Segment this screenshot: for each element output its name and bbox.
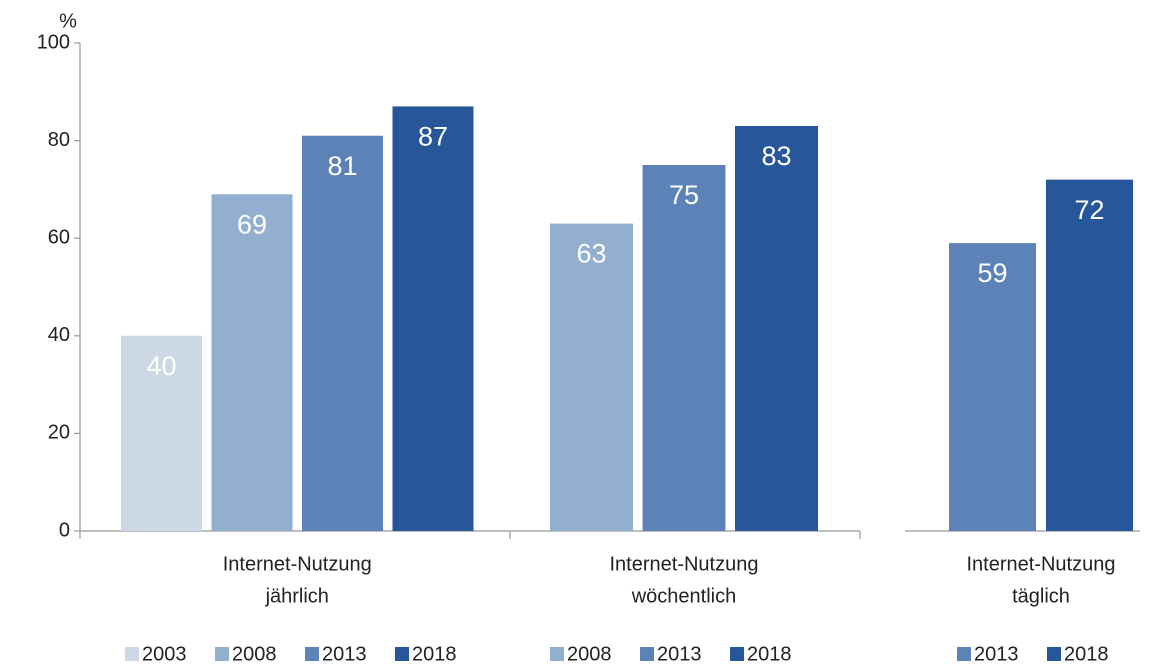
y-tick-label: 20: [48, 422, 70, 444]
bar: [211, 194, 293, 531]
legend-swatch: [730, 647, 744, 661]
legend-label: 2018: [412, 643, 457, 665]
value-label: 81: [327, 151, 357, 181]
legend-label: 2008: [232, 643, 277, 665]
value-label: 59: [977, 258, 1007, 288]
value-label: 83: [761, 141, 791, 171]
legend-swatch: [550, 647, 564, 661]
value-label: 72: [1074, 195, 1104, 225]
bar: [392, 106, 474, 531]
legend-swatch: [957, 647, 971, 661]
legend-swatch: [395, 647, 409, 661]
legend-swatch: [640, 647, 654, 661]
bar: [121, 335, 202, 531]
bar: [1046, 179, 1133, 531]
legend-label: 2018: [1064, 643, 1109, 665]
bar: [642, 165, 726, 531]
legend-label: 2003: [142, 643, 187, 665]
legend-label: 2018: [747, 643, 792, 665]
value-label: 69: [237, 209, 267, 239]
legend-label: 2013: [657, 643, 702, 665]
x-tick-label: Internet-Nutzung: [967, 553, 1116, 575]
y-tick-label: 100: [37, 31, 70, 53]
legend-swatch: [125, 647, 139, 661]
legend-swatch: [305, 647, 319, 661]
bar: [550, 223, 633, 531]
y-tick-label: 60: [48, 226, 70, 248]
value-label: 87: [418, 122, 448, 152]
value-label: 40: [146, 351, 176, 381]
x-tick-label: wöchentlich: [631, 585, 737, 607]
value-label: 75: [669, 180, 699, 210]
y-axis-label: %: [59, 10, 77, 32]
y-tick-label: 0: [59, 519, 70, 541]
x-tick-label: Internet-Nutzung: [223, 553, 372, 575]
bar: [302, 135, 383, 531]
legend-swatch: [215, 647, 229, 661]
bar: [735, 125, 818, 532]
x-tick-label: Internet-Nutzung: [610, 553, 759, 575]
legend-label: 2008: [567, 643, 612, 665]
legend-label: 2013: [974, 643, 1019, 665]
bar: [949, 243, 1036, 531]
value-label: 63: [576, 239, 606, 269]
x-tick-label: täglich: [1012, 585, 1070, 607]
y-tick-label: 40: [48, 324, 70, 346]
y-tick-label: 80: [48, 129, 70, 151]
legend-label: 2013: [322, 643, 367, 665]
legend-swatch: [1047, 647, 1061, 661]
x-tick-label: jährlich: [265, 585, 329, 607]
